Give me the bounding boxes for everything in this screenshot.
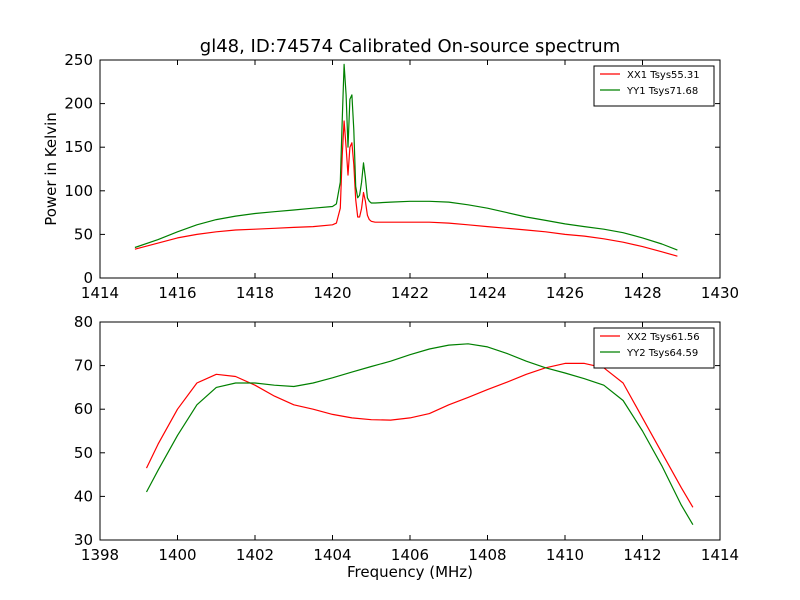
- x-tick-label: 1428: [623, 284, 661, 302]
- legend-entry: YY1 Tsys71.68: [626, 86, 698, 97]
- x-tick-label: 1398: [81, 546, 119, 564]
- y-tick-label: 100: [64, 182, 93, 200]
- legend-box: [593, 327, 715, 369]
- x-tick-label: 1420: [313, 284, 351, 302]
- chart-panel-2: 1398 1400 1402 1404 1406 1408 1410 1412 1414 30 40…: [74, 313, 739, 581]
- x-tick-label: 1400: [158, 546, 196, 564]
- y-axis-label: Power in Kelvin: [42, 112, 60, 226]
- x-tick-label: 1412: [623, 546, 661, 564]
- x-tick-label: 1422: [391, 284, 429, 302]
- y-tick-label: 0: [83, 269, 93, 287]
- y-tick-label: 60: [74, 400, 93, 418]
- x-tick-label: 1426: [546, 284, 584, 302]
- y-tick-label: 250: [64, 51, 93, 69]
- x-tick-label: 1402: [236, 546, 274, 564]
- x-tick-label: 1430: [701, 284, 739, 302]
- y-tick-label: 50: [74, 444, 93, 462]
- series-line-xx: [134, 120, 678, 257]
- y-tick-label: 30: [74, 531, 93, 549]
- x-axis-label: Frequency (MHz): [347, 563, 473, 581]
- series-group: [145, 343, 694, 526]
- x-tick-label: 1406: [391, 546, 429, 564]
- legend-entry: XX1 Tsys55.31: [627, 70, 700, 81]
- charts-root: 1414 1416 1418 1420 1422 1424 1426 1428 14300501…: [42, 36, 739, 581]
- x-tick-label: 1418: [236, 284, 274, 302]
- legend-box: [593, 65, 715, 107]
- y-tick-label: 40: [74, 487, 93, 505]
- y-tick-label: 70: [74, 357, 93, 375]
- series-line-yy: [134, 63, 678, 251]
- x-tick-label: 1414: [81, 284, 119, 302]
- y-tick-label: 80: [74, 313, 93, 331]
- legend-entry: YY2 Tsys64.59: [626, 348, 698, 359]
- series-group: [134, 63, 678, 257]
- x-tick-label: 1408: [468, 546, 506, 564]
- y-tick-label: 200: [64, 95, 93, 113]
- legend: XX2 Tsys61.56 YY2 Tsys64.59: [593, 327, 715, 369]
- x-tick-label: 1424: [468, 284, 506, 302]
- x-tick-label: 1414: [701, 546, 739, 564]
- legend-entry: XX2 Tsys61.56: [627, 332, 700, 343]
- chart-panel-1: 1414 1416 1418 1420 1422 1424 1426 1428 1430 0 50 1…: [42, 36, 739, 302]
- series-line-yy: [145, 343, 694, 526]
- chart-title: gl48, ID:74574 Calibrated On-source spec…: [200, 36, 620, 57]
- y-tick-label: 50: [74, 225, 93, 243]
- x-tick-label: 1410: [546, 546, 584, 564]
- y-tick-label: 150: [64, 138, 93, 156]
- legend: XX1 Tsys55.31 YY1 Tsys71.68: [593, 65, 715, 107]
- x-tick-label: 1404: [313, 546, 351, 564]
- series-line-xx: [145, 362, 694, 508]
- x-tick-label: 1416: [158, 284, 196, 302]
